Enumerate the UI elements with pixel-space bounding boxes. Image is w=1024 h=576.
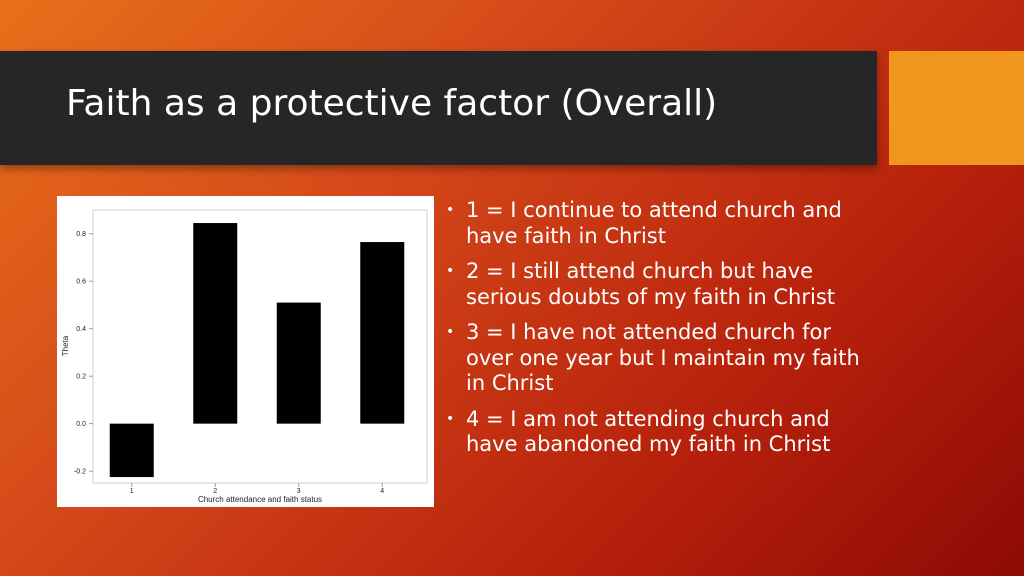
plot-frame (92, 209, 428, 484)
x-tick-label: 4 (380, 488, 384, 495)
bar-3 (276, 302, 321, 424)
y-tick-label: 0.4 (76, 326, 86, 333)
bar-2 (193, 223, 238, 424)
chart-panel: -0.2 0.0 0.2 0.4 0.6 0.8 1 2 3 4 Theta Church at… (57, 196, 434, 507)
x-tick-label: 3 (297, 488, 301, 495)
bullet-item: • 3 = I have not attended church for over… (446, 320, 866, 397)
bullet-item: • 2 = I still attend church but have seri… (446, 259, 866, 310)
bullet-text: 4 = I am not attending church and have a… (466, 406, 831, 457)
y-tick-label: -0.2 (74, 469, 86, 476)
bullet-dot-icon: • (446, 324, 455, 340)
slide-title: Faith as a protective factor (Overall) (66, 83, 718, 124)
legend-bullet-list: • 1 = I continue to attend church and hav… (446, 198, 866, 468)
bar-1 (109, 423, 154, 478)
bullet-dot-icon: • (446, 410, 455, 427)
y-tick-label: 0.6 (76, 279, 86, 286)
x-tick-label: 2 (213, 488, 217, 495)
bullet-dot-icon: • (446, 263, 455, 279)
y-axis-label: Theta (61, 335, 70, 356)
accent-box (889, 51, 1024, 165)
bullet-text: 1 = I continue to attend church and have… (466, 198, 842, 248)
x-axis-label: Church attendance and faith status (198, 495, 322, 504)
bar-4 (360, 242, 405, 424)
y-tick-label: 0.8 (76, 231, 86, 238)
title-bar (0, 51, 877, 165)
bullet-item: • 1 = I continue to attend church and hav… (446, 198, 866, 249)
bar-chart: -0.2 0.0 0.2 0.4 0.6 0.8 1 2 3 4 Theta Church at… (61, 209, 428, 504)
bullet-text: 3 = I have not attended church for over … (466, 320, 860, 395)
y-tick-label: 0.2 (76, 374, 86, 381)
bullet-item: • 4 = I am not attending church and have … (446, 407, 866, 458)
bullet-dot-icon: • (446, 202, 455, 218)
y-tick-label: 0.0 (76, 421, 86, 428)
bullet-text: 2 = I still attend church but have serio… (466, 259, 835, 309)
x-tick-label: 1 (130, 488, 134, 495)
